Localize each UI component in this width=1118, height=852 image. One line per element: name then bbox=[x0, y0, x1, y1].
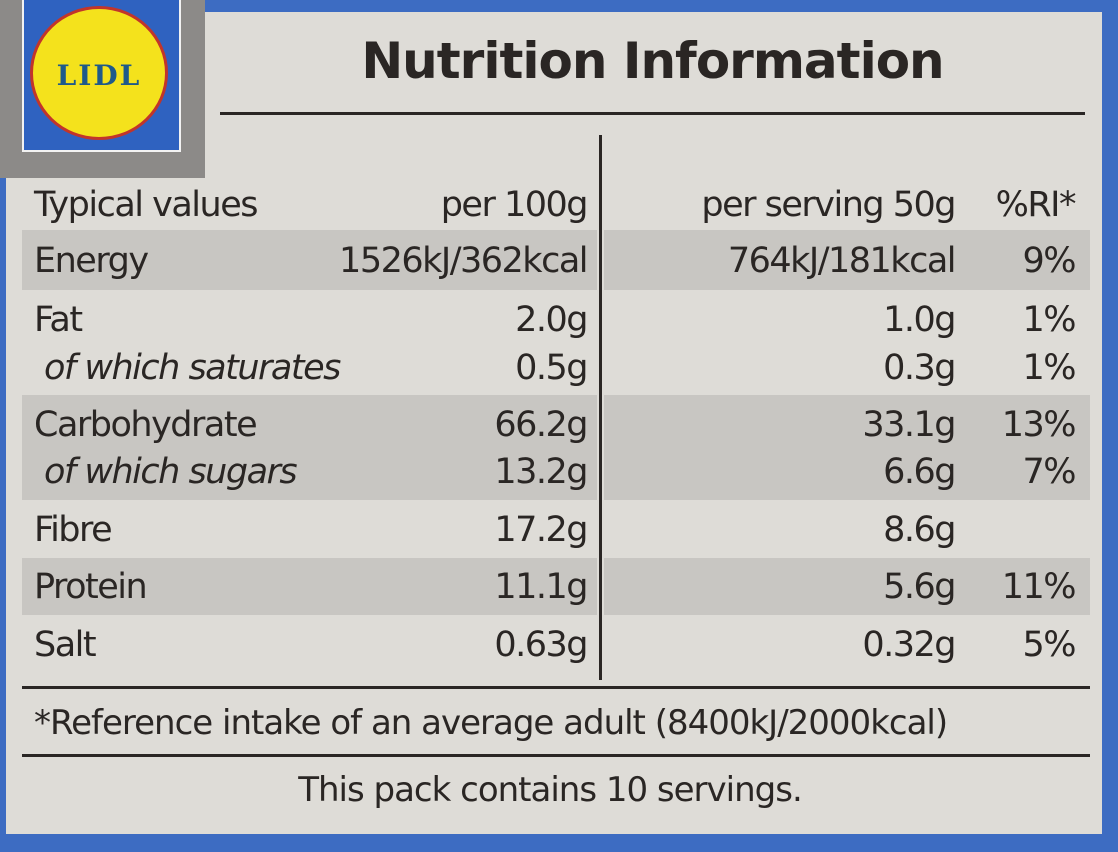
logo-circle: LIDL bbox=[30, 6, 168, 140]
header-label: Typical values bbox=[34, 185, 258, 225]
table-row: of which sugars 13.2g 6.6g 7% bbox=[0, 447, 1118, 497]
row-label: of which saturates bbox=[44, 348, 341, 388]
row-per100: 0.5g bbox=[515, 348, 588, 388]
row-ri: 5% bbox=[1022, 625, 1076, 665]
row-ri: 9% bbox=[1022, 241, 1076, 281]
header-per100: per 100g bbox=[440, 185, 589, 225]
row-label: Fat bbox=[34, 300, 83, 340]
row-per100: 2.0g bbox=[515, 300, 588, 340]
table-row: Carbohydrate 66.2g 33.1g 13% bbox=[0, 400, 1118, 450]
band-carb-left bbox=[22, 395, 597, 500]
row-label: Protein bbox=[34, 567, 148, 607]
table-bottom-rule bbox=[22, 686, 1090, 689]
row-label: Energy bbox=[34, 241, 149, 281]
table-header: Typical values per 100g per serving 50g … bbox=[0, 180, 1118, 230]
band-energy-left bbox=[22, 230, 597, 290]
row-per-serving: 8.6g bbox=[883, 510, 956, 550]
row-per-serving: 33.1g bbox=[862, 405, 956, 445]
header-per-serving: per serving 50g bbox=[701, 185, 956, 225]
row-ri: 1% bbox=[1022, 300, 1076, 340]
table-row: Fibre 17.2g 8.6g bbox=[0, 505, 1118, 555]
table-row: Energy 1526kJ/362kcal 764kJ/181kcal 9% bbox=[0, 236, 1118, 286]
row-per-serving: 5.6g bbox=[883, 567, 956, 607]
row-ri: 13% bbox=[1001, 405, 1077, 445]
servings-note: This pack contains 10 servings. bbox=[298, 770, 803, 810]
row-per100: 11.1g bbox=[494, 567, 588, 607]
column-divider bbox=[599, 135, 602, 680]
band-carb-right bbox=[604, 395, 1090, 500]
row-per-serving: 0.32g bbox=[862, 625, 956, 665]
row-per-serving: 764kJ/181kcal bbox=[727, 241, 957, 281]
band-energy-right bbox=[604, 230, 1090, 290]
lidl-logo: LIDL bbox=[22, 0, 181, 152]
row-per-serving: 0.3g bbox=[883, 348, 956, 388]
row-per100: 66.2g bbox=[494, 405, 588, 445]
row-label: Fibre bbox=[34, 510, 113, 550]
table-row: Protein 11.1g 5.6g 11% bbox=[0, 562, 1118, 612]
logo-text: LIDL bbox=[56, 59, 142, 92]
band-protein-right bbox=[604, 558, 1090, 615]
table-row: of which saturates 0.5g 0.3g 1% bbox=[0, 343, 1118, 393]
page-title: Nutrition Information bbox=[361, 32, 944, 90]
reference-intake-footnote: *Reference intake of an average adult (8… bbox=[34, 703, 948, 743]
row-per100: 0.63g bbox=[494, 625, 588, 665]
row-ri: 1% bbox=[1022, 348, 1076, 388]
logo-backdrop: LIDL bbox=[0, 0, 205, 178]
row-label: of which sugars bbox=[44, 452, 298, 492]
row-ri: 11% bbox=[1001, 567, 1077, 607]
row-per100: 1526kJ/362kcal bbox=[339, 241, 588, 281]
header-ri: %RI* bbox=[995, 185, 1077, 225]
footnote-rule bbox=[22, 754, 1090, 757]
row-label: Carbohydrate bbox=[34, 405, 258, 445]
row-ri: 7% bbox=[1022, 452, 1076, 492]
row-label: Salt bbox=[34, 625, 97, 665]
table-row: Fat 2.0g 1.0g 1% bbox=[0, 295, 1118, 345]
band-protein-left bbox=[22, 558, 597, 615]
row-per100: 13.2g bbox=[494, 452, 588, 492]
title-divider bbox=[220, 112, 1085, 115]
row-per-serving: 1.0g bbox=[883, 300, 956, 340]
table-row: Salt 0.63g 0.32g 5% bbox=[0, 620, 1118, 670]
row-per100: 17.2g bbox=[494, 510, 588, 550]
row-per-serving: 6.6g bbox=[883, 452, 956, 492]
